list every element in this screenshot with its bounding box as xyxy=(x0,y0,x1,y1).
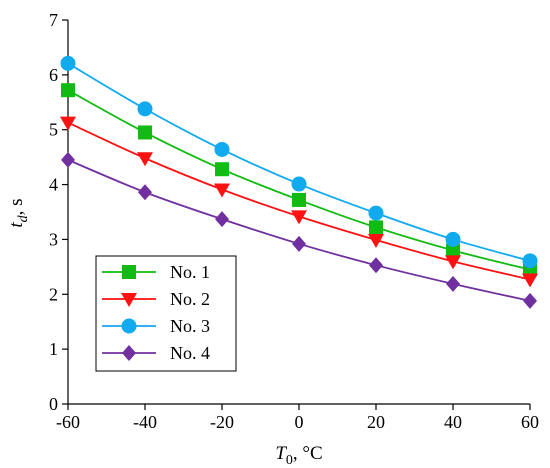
data-point xyxy=(61,83,75,98)
legend-label: No. 1 xyxy=(170,262,210,282)
legend-marker xyxy=(121,318,137,334)
series-layer xyxy=(60,55,538,309)
x-tick-label: 60 xyxy=(521,412,539,432)
legend-label: No. 3 xyxy=(170,316,210,336)
y-axis-label: td, s xyxy=(6,198,31,227)
data-point xyxy=(368,233,384,248)
legend-marker xyxy=(122,265,136,279)
data-point xyxy=(292,192,306,207)
y-tick-label: 1 xyxy=(49,339,58,359)
data-point xyxy=(291,176,307,192)
series-line xyxy=(67,62,531,262)
data-point xyxy=(215,162,229,177)
x-tick-label: 20 xyxy=(367,412,385,432)
data-point xyxy=(446,275,460,292)
data-point xyxy=(137,101,153,117)
series-2 xyxy=(60,116,538,288)
x-tick-label: 0 xyxy=(295,412,304,432)
series-3 xyxy=(60,55,538,269)
y-tick-label: 0 xyxy=(49,394,58,414)
legend-box xyxy=(95,255,237,372)
x-tick-label: 40 xyxy=(444,412,462,432)
data-point xyxy=(138,184,152,201)
series-4 xyxy=(61,151,537,309)
data-point xyxy=(214,183,230,198)
data-point xyxy=(445,255,461,270)
x-tick-label: -40 xyxy=(133,412,157,432)
y-tick-label: 6 xyxy=(49,65,58,85)
x-axis-label: T0, °C xyxy=(275,443,322,468)
data-point xyxy=(522,253,538,269)
y-tick-label: 3 xyxy=(49,229,58,249)
x-tick-label: -20 xyxy=(210,412,234,432)
data-point xyxy=(368,205,384,221)
x-tick-label: -60 xyxy=(56,412,80,432)
legend-marker xyxy=(121,293,137,307)
data-point xyxy=(523,292,537,309)
data-point xyxy=(138,125,152,140)
data-point xyxy=(215,211,229,228)
data-point xyxy=(292,235,306,252)
axes: 0 1 2 3 4 5 6 7 -60 -40 -20 0 20 40 60 xyxy=(49,10,539,432)
data-point xyxy=(445,231,461,247)
data-point xyxy=(60,55,76,71)
y-tick-label: 2 xyxy=(49,284,58,304)
y-tick-label: 5 xyxy=(49,120,58,140)
data-point xyxy=(446,243,460,258)
data-point xyxy=(369,257,383,274)
legend-label: No. 4 xyxy=(170,343,210,363)
data-point xyxy=(214,141,230,157)
data-point xyxy=(137,152,153,167)
data-point xyxy=(522,273,538,288)
legend: No. 1 No. 2 No. 3 No. 4 xyxy=(95,255,237,372)
data-point xyxy=(291,210,307,225)
data-point xyxy=(61,151,75,168)
series-1 xyxy=(61,83,537,277)
data-point xyxy=(60,116,76,131)
y-tick-label: 7 xyxy=(49,10,58,30)
legend-marker xyxy=(122,345,136,361)
y-tick-label: 4 xyxy=(49,175,58,195)
legend-label: No. 2 xyxy=(170,289,210,309)
data-point xyxy=(369,220,383,235)
